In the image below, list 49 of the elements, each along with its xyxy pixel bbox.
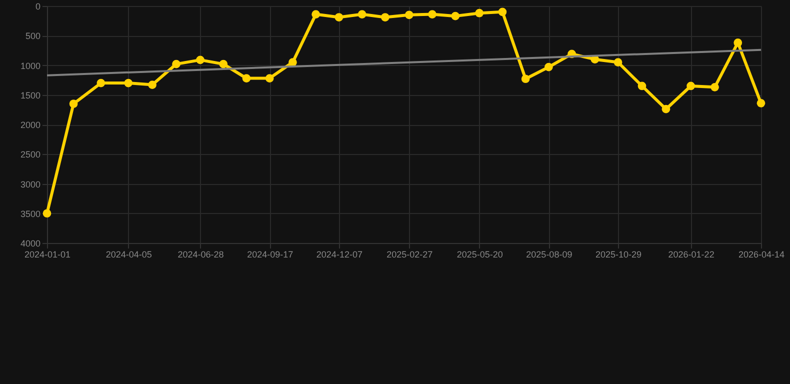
- x-tick-label: 2024-12-07: [316, 250, 362, 260]
- x-tick-label: 2024-06-28: [178, 250, 224, 260]
- point: [686, 82, 695, 90]
- point: [42, 209, 52, 218]
- x-tick-label: 2024-04-05: [106, 250, 152, 260]
- point: [96, 78, 106, 88]
- x-tick-label: 2025-08-09: [526, 250, 572, 260]
- y-tick-label: 1500: [20, 90, 40, 100]
- point: [614, 58, 622, 66]
- y-tick-label: 3500: [20, 208, 40, 219]
- x-tick-label: 2025-05-20: [456, 250, 503, 260]
- point: [334, 13, 344, 22]
- x-tick-label: 2026-04-14: [738, 250, 785, 260]
- point: [451, 12, 460, 20]
- point: [498, 8, 507, 16]
- point: [124, 78, 133, 88]
- x-tick-label: 2025-10-29: [596, 250, 642, 260]
- x-tick-label: 2025-02-27: [386, 250, 433, 260]
- point: [288, 58, 297, 66]
- point: [734, 38, 742, 47]
- point: [521, 74, 530, 84]
- point: [428, 10, 436, 18]
- point: [380, 13, 390, 22]
- y-tick-label: 1000: [20, 60, 40, 71]
- x-tick-label: 2024-09-17: [247, 250, 294, 260]
- point: [638, 82, 646, 90]
- y-tick-label: 2500: [20, 150, 40, 160]
- x-tick-label: 2026-01-22: [668, 250, 714, 260]
- y-tick-label: 3000: [20, 179, 40, 190]
- point: [358, 10, 366, 18]
- point: [404, 10, 414, 20]
- point: [265, 74, 274, 82]
- point: [312, 10, 320, 18]
- point: [148, 80, 156, 89]
- point: [756, 98, 766, 108]
- point: [172, 60, 180, 68]
- point: [242, 74, 251, 82]
- y-tick-label: 2000: [20, 120, 40, 130]
- point: [69, 100, 78, 108]
- point: [475, 8, 484, 18]
- y-tick-label: 500: [25, 31, 40, 42]
- x-tick-label: 2024-01-01: [24, 250, 71, 260]
- point: [662, 104, 670, 114]
- point: [196, 56, 204, 64]
- y-tick-label: 0: [35, 2, 40, 12]
- point: [710, 83, 719, 92]
- point: [219, 60, 228, 68]
- point: [544, 62, 553, 72]
- y-tick-label: 4000: [20, 238, 40, 248]
